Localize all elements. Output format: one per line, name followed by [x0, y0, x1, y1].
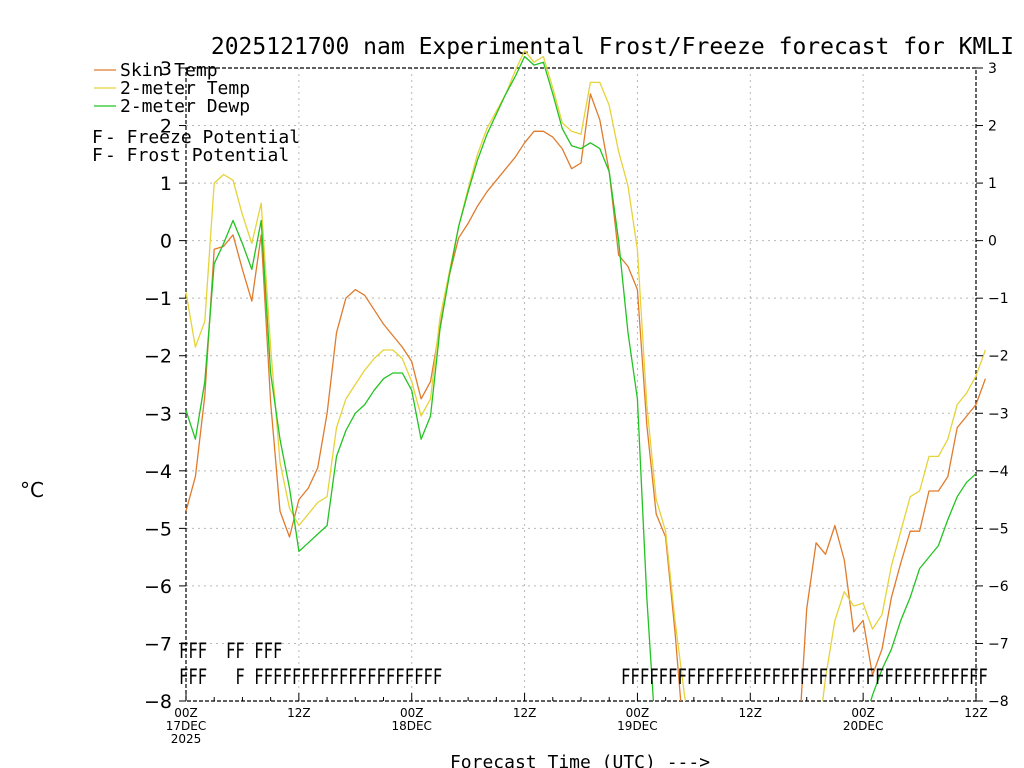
- y-tick-label-right: 2: [988, 119, 997, 135]
- x-tick-date: 20DEC: [843, 719, 883, 733]
- x-tick-label: 00Z: [851, 706, 875, 720]
- y-axis-label: °C: [20, 478, 44, 502]
- series-line-2-meter-temp: [822, 349, 987, 702]
- potential-markers: FFF FF FFFFFF F FFFFFFFFFFFFFFFFFFFF FFFFFFFF…: [179, 639, 988, 689]
- frost-marker: FF: [226, 639, 245, 663]
- y-tick-label-right: 1: [988, 176, 997, 192]
- y-tick-label: 3: [160, 58, 172, 80]
- legend-potential-symbol: F: [92, 127, 103, 148]
- y-tick-label-right: −6: [988, 579, 1009, 595]
- legend-potential-label: - Frost Potential: [105, 145, 289, 166]
- frost-marker: FFF: [179, 639, 207, 663]
- y-tick-label: −3: [144, 403, 172, 425]
- y-tick-label: −7: [144, 633, 172, 655]
- freeze-marker: FFFFFFFFFFFFFFFFFFFFFFFFFFFFFFFFFFFFFFF: [621, 665, 988, 689]
- x-tick-label: 00Z: [626, 706, 650, 720]
- x-tick-year: 2025: [171, 732, 202, 746]
- x-tick-label: 00Z: [400, 706, 424, 720]
- y-tick-label: −6: [144, 576, 172, 598]
- y-tick-label: 2: [160, 116, 172, 138]
- y-tick-label-right: −4: [988, 464, 1009, 480]
- y-tick-label-right: −3: [988, 406, 1009, 422]
- y-tick-label-right: 0: [988, 234, 997, 250]
- y-tick-label: −8: [144, 691, 172, 713]
- series-layer: [185, 50, 987, 702]
- series-line-2-meter-dewp: [870, 473, 977, 702]
- y-axis-right: −8 −7 −6 −5 −4 −3 −2 −1 0 1 2 3: [976, 61, 1009, 710]
- frost-marker: FFF: [254, 639, 282, 663]
- y-tick-label-right: −7: [988, 636, 1009, 652]
- legend-label: 2-meter Temp: [120, 78, 250, 99]
- x-tick-label: 00Z: [174, 706, 198, 720]
- legend-potential-symbol: F: [92, 145, 103, 166]
- series-line-skin-temp: [185, 93, 682, 702]
- legend-label: Skin Temp: [120, 60, 218, 81]
- y-tick-label: −2: [144, 346, 172, 368]
- y-tick-label: −5: [144, 518, 172, 540]
- y-tick-label-right: −5: [988, 521, 1009, 537]
- series-line-skin-temp: [800, 378, 987, 702]
- series-line-2-meter-dewp: [185, 55, 655, 702]
- x-tick-label: 12Z: [513, 706, 537, 720]
- y-tick-label-right: −8: [988, 694, 1009, 710]
- x-tick-label: 12Z: [964, 706, 988, 720]
- freeze-marker: FFF: [179, 665, 207, 689]
- x-tick-date: 17DEC: [166, 719, 206, 733]
- y-tick-label: −1: [144, 288, 172, 310]
- y-axis-left: −8 −7 −6 −5 −4 −3 −2 −1 0 1 2 3: [144, 58, 186, 713]
- x-axis-label: Forecast Time (UTC) --->: [450, 752, 710, 768]
- x-tick-date: 19DEC: [617, 719, 657, 733]
- legend-label: 2-meter Dewp: [120, 96, 250, 117]
- x-tick-label: 12Z: [287, 706, 311, 720]
- legend-potential-label: - Freeze Potential: [105, 127, 300, 148]
- y-tick-label: 0: [160, 231, 172, 253]
- freeze-marker: FFFFFFFFFFFFFFFFFFFF: [254, 665, 442, 689]
- y-tick-label: −4: [144, 461, 172, 483]
- series-line-2-meter-temp: [185, 50, 687, 702]
- y-tick-label: 1: [160, 173, 172, 195]
- y-tick-label-right: −2: [988, 349, 1009, 365]
- y-tick-label-right: −1: [988, 291, 1009, 307]
- y-tick-label-right: 3: [988, 61, 997, 77]
- x-tick-date: 18DEC: [391, 719, 431, 733]
- freeze-marker: F: [235, 665, 244, 689]
- chart-title: 2025121700 nam Experimental Frost/Freeze…: [211, 34, 1014, 60]
- x-tick-label: 12Z: [739, 706, 763, 720]
